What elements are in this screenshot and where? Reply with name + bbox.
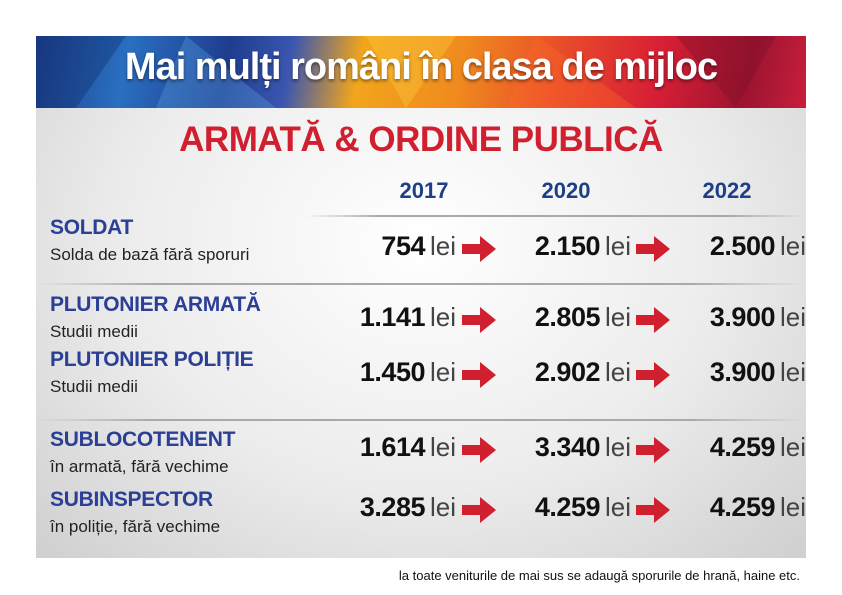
salary-amount: 2.902	[534, 357, 601, 387]
salary-value-2022: 3.900 lei	[636, 357, 806, 388]
currency-unit: lei	[604, 302, 631, 332]
row-title: PLUTONIER ARMATĂ	[50, 293, 261, 316]
header-banner: Mai mulți români în clasa de mijloc	[36, 36, 806, 108]
currency-unit: lei	[429, 231, 456, 261]
row-title: SOLDAT	[50, 216, 133, 239]
row-subtitle: în armată, fără vechime	[50, 457, 229, 476]
footnote: la toate veniturile de mai sus se adaugă…	[398, 568, 800, 583]
salary-amount: 1.614	[359, 432, 426, 462]
salary-amount: 3.285	[359, 492, 426, 522]
currency-unit: lei	[429, 492, 456, 522]
arrow-right-icon	[462, 497, 496, 523]
header-divider	[306, 215, 806, 217]
salary-amount: 4.259	[534, 492, 601, 522]
header-title: Mai mulți români în clasa de mijloc	[124, 46, 718, 88]
salary-amount: 1.141	[359, 302, 426, 332]
arrow-right-icon	[462, 362, 496, 388]
arrow-right-icon	[636, 236, 670, 262]
arrow-right-icon	[636, 437, 670, 463]
salary-value-2020: 2.150 lei	[461, 231, 631, 262]
currency-unit: lei	[429, 302, 456, 332]
salary-amount: 3.340	[534, 432, 601, 462]
arrow-right-icon	[636, 497, 670, 523]
arrow-right-icon	[462, 437, 496, 463]
arrow-right-icon	[462, 236, 496, 262]
currency-unit: lei	[779, 231, 806, 261]
salary-amount: 3.900	[709, 357, 776, 387]
row-title: PLUTONIER POLIȚIE	[50, 348, 254, 371]
row-subtitle: Solda de bază fără sporuri	[50, 245, 250, 264]
currency-unit: lei	[604, 231, 631, 261]
arrow-right-icon	[636, 362, 670, 388]
currency-unit: lei	[779, 357, 806, 387]
salary-value-2022: 2.500 lei	[636, 231, 806, 262]
salary-value-2020: 3.340 lei	[461, 432, 631, 463]
group-divider	[36, 283, 806, 285]
salary-value-2022: 4.259 lei	[636, 432, 806, 463]
salary-value-2022: 4.259 lei	[636, 492, 806, 523]
banner-pattern	[36, 36, 776, 108]
row-title: SUBINSPECTOR	[50, 488, 213, 511]
currency-unit: lei	[429, 357, 456, 387]
year-header-2022: 2022	[702, 178, 752, 203]
salary-amount: 4.259	[709, 492, 776, 522]
salary-amount: 4.259	[709, 432, 776, 462]
currency-unit: lei	[779, 302, 806, 332]
salary-amount: 1.450	[359, 357, 426, 387]
salary-value-2022: 3.900 lei	[636, 302, 806, 333]
salary-amount: 2.500	[709, 231, 776, 261]
salary-amount: 3.900	[709, 302, 776, 332]
currency-unit: lei	[604, 357, 631, 387]
currency-unit: lei	[779, 492, 806, 522]
group-divider	[36, 419, 806, 421]
row-subtitle: în poliție, fără vechime	[50, 517, 221, 536]
salary-value-2020: 4.259 lei	[461, 492, 631, 523]
row-subtitle: Studii medii	[50, 377, 138, 396]
arrow-right-icon	[462, 307, 496, 333]
year-header-2020: 2020	[541, 178, 591, 203]
year-header-2017: 2017	[399, 178, 449, 203]
salary-value-2017: 1.450 lei	[286, 357, 456, 388]
salary-value-2020: 2.805 lei	[461, 302, 631, 333]
salary-panel: ARMATĂ & ORDINE PUBLICĂ 2017 2020 2022 S…	[36, 108, 806, 558]
section-title: ARMATĂ & ORDINE PUBLICĂ	[179, 120, 663, 159]
currency-unit: lei	[604, 492, 631, 522]
arrow-right-icon	[636, 307, 670, 333]
salary-value-2017: 1.614 lei	[286, 432, 456, 463]
salary-amount: 2.150	[534, 231, 601, 261]
salary-value-2017: 754 lei	[286, 231, 456, 262]
currency-unit: lei	[429, 432, 456, 462]
salary-value-2017: 3.285 lei	[286, 492, 456, 523]
salary-amount: 2.805	[534, 302, 601, 332]
row-subtitle: Studii medii	[50, 322, 138, 341]
salary-value-2020: 2.902 lei	[461, 357, 631, 388]
salary-amount: 754	[381, 231, 425, 261]
salary-value-2017: 1.141 lei	[286, 302, 456, 333]
currency-unit: lei	[779, 432, 806, 462]
row-title: SUBLOCOTENENT	[50, 428, 236, 451]
currency-unit: lei	[604, 432, 631, 462]
